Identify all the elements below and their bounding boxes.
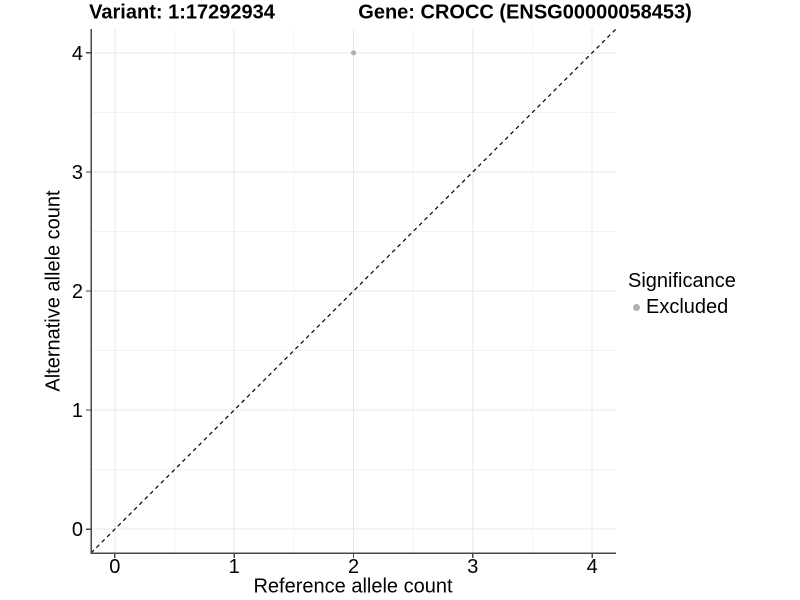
- y-tick-label: 1: [72, 400, 83, 422]
- x-tick-label: 2: [348, 556, 359, 578]
- x-tick-label: 4: [587, 556, 598, 578]
- x-tick-label: 0: [109, 556, 120, 578]
- legend-entry-label: Excluded: [646, 296, 729, 318]
- identity-reference-line: [90, 28, 617, 554]
- plot-title-variant: Variant: 1:17292934: [89, 1, 275, 24]
- legend: Significance Excluded: [628, 269, 736, 318]
- y-tick-label: 4: [72, 43, 83, 65]
- x-axis-title: Reference allele count: [253, 575, 453, 598]
- x-tick-label: 3: [467, 556, 478, 578]
- plot-title-gene: Gene: CROCC (ENSG00000058453): [358, 1, 692, 24]
- x-tick-label: 1: [229, 556, 240, 578]
- y-tick-label: 0: [72, 519, 83, 541]
- y-axis-title: Alternative allele count: [42, 190, 65, 392]
- data-point: [350, 50, 357, 56]
- y-tick-label: 2: [72, 281, 83, 303]
- legend-title: Significance: [628, 270, 736, 292]
- legend-entry-excluded: Excluded: [628, 296, 736, 318]
- y-tick-label: 3: [72, 162, 83, 184]
- excluded-point-icon: [633, 303, 640, 311]
